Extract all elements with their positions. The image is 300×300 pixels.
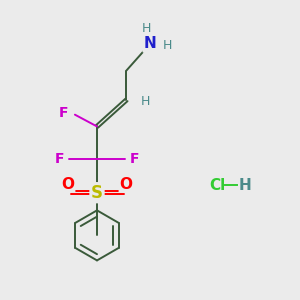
- Text: H: H: [238, 178, 251, 193]
- Text: N: N: [144, 37, 156, 52]
- Text: O: O: [119, 177, 132, 192]
- Text: H: H: [142, 22, 151, 34]
- Text: H: H: [141, 95, 151, 108]
- Text: F: F: [129, 152, 139, 166]
- Text: F: F: [55, 152, 64, 166]
- Text: O: O: [61, 177, 75, 192]
- Text: H: H: [163, 39, 172, 52]
- Text: Cl: Cl: [209, 178, 225, 193]
- Text: S: S: [91, 184, 103, 202]
- Text: F: F: [59, 106, 68, 120]
